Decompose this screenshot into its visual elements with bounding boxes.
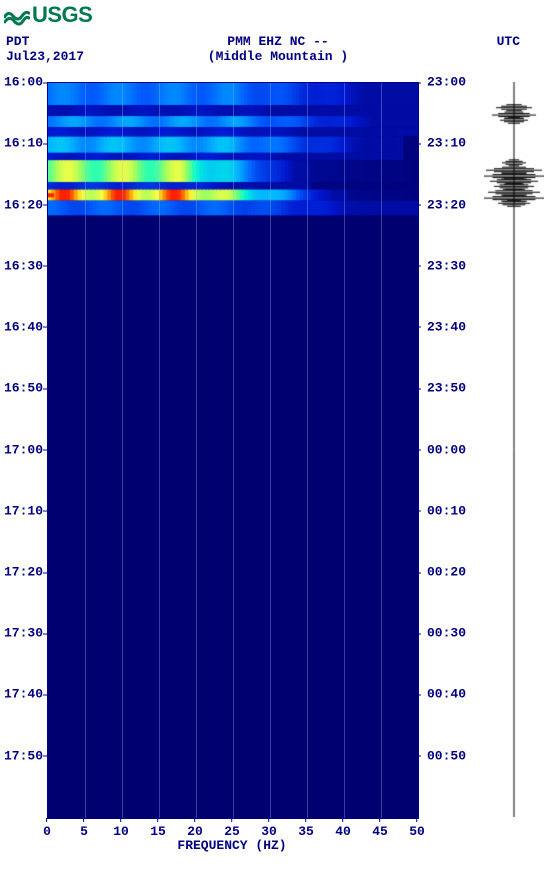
y-right-tick: 23:20 (417, 198, 467, 211)
station-subtitle: (Middle Mountain ) (116, 49, 440, 64)
x-tick: 30 (261, 818, 277, 839)
x-tick: 20 (187, 818, 203, 839)
y-left-tick: 17:20 (2, 566, 47, 579)
y-right-tick: 23:30 (417, 259, 467, 272)
x-tick: 5 (80, 818, 88, 839)
usgs-logo: USGS (4, 2, 552, 28)
y-axis-left: 16:0016:1016:2016:3016:4016:5017:0017:10… (2, 82, 47, 817)
y-right-tick: 23:10 (417, 137, 467, 150)
y-left-tick: 17:50 (2, 749, 47, 762)
chart-header: PDT Jul23,2017 PMM EHZ NC -- (Middle Mou… (2, 34, 552, 64)
x-axis: 05101520253035404550 (47, 818, 417, 838)
side-seismogram-trace (484, 82, 544, 817)
x-axis-label: FREQUENCY (HZ) (47, 838, 417, 853)
y-right-tick: 00:00 (417, 443, 467, 456)
spectrogram-canvas (48, 83, 418, 818)
y-right-tick: 00:40 (417, 688, 467, 701)
x-tick: 35 (298, 818, 314, 839)
y-axis-right: 23:0023:1023:2023:3023:4023:5000:0000:10… (417, 82, 467, 817)
x-tick: 0 (43, 818, 51, 839)
chart-area: 16:00 16:10 16:20 16:30 16:40 16:50 17:00 17:10… (2, 70, 550, 870)
station-title: PMM EHZ NC -- (116, 34, 440, 49)
y-right-tick: 00:20 (417, 566, 467, 579)
y-left-tick: 16:30 (2, 259, 47, 272)
x-tick: 40 (335, 818, 351, 839)
y-left-tick: 16:20 (2, 198, 47, 211)
tz-left-label: PDT (6, 34, 29, 49)
y-left-tick: 16:00 (2, 76, 47, 89)
x-tick: 10 (113, 818, 129, 839)
spectrogram-plot (47, 82, 419, 819)
y-left-tick: 17:10 (2, 504, 47, 517)
y-left-tick: 16:10 (2, 137, 47, 150)
x-tick: 50 (409, 818, 425, 839)
y-right-tick: 23:50 (417, 382, 467, 395)
date-label: Jul23,2017 (6, 49, 84, 64)
x-tick: 25 (224, 818, 240, 839)
trace-canvas (484, 82, 544, 817)
y-right-tick: 23:00 (417, 76, 467, 89)
y-left-tick: 16:40 (2, 320, 47, 333)
y-left-tick: 16:50 (2, 382, 47, 395)
y-right-tick: 00:30 (417, 627, 467, 640)
y-left-tick: 17:30 (2, 627, 47, 640)
y-right-tick: 00:50 (417, 749, 467, 762)
usgs-wave-icon (4, 4, 30, 26)
x-tick: 15 (150, 818, 166, 839)
y-left-tick: 17:40 (2, 688, 47, 701)
y-right-tick: 23:40 (417, 320, 467, 333)
y-right-tick: 00:10 (417, 504, 467, 517)
usgs-logo-text: USGS (32, 2, 92, 28)
tz-right-label: UTC (497, 34, 520, 49)
y-left-tick: 17:00 (2, 443, 47, 456)
x-tick: 45 (372, 818, 388, 839)
